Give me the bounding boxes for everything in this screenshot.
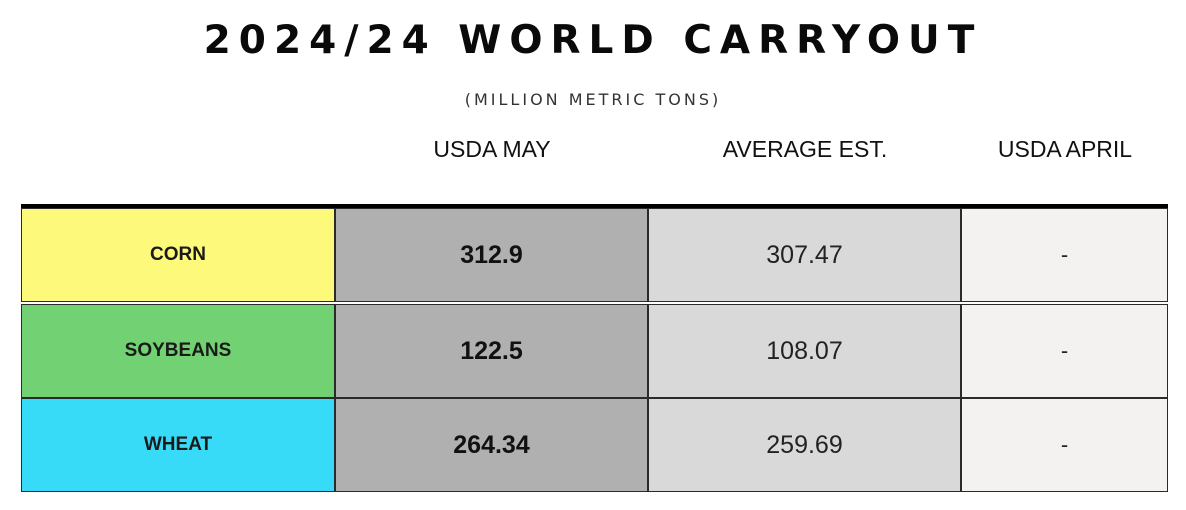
average-est-value: 307.47 (648, 208, 961, 302)
column-header-average-est: AVERAGE EST. (722, 136, 888, 162)
row-label-soybeans: SOYBEANS (21, 304, 335, 398)
column-header-usda-april: USDA APRIL (997, 136, 1133, 162)
page-title: 2024/24 WORLD CARRYOUT (203, 18, 983, 63)
table-row-soybeans: SOYBEANS 122.5 108.07 - (21, 304, 1168, 398)
average-est-value: 108.07 (648, 304, 961, 398)
average-est-value: 259.69 (648, 398, 961, 492)
row-label-corn: CORN (21, 208, 335, 302)
column-header-usda-may: USDA MAY (433, 136, 551, 162)
usda-may-value: 264.34 (335, 398, 648, 492)
row-label-wheat: WHEAT (21, 398, 335, 492)
usda-april-value: - (961, 208, 1168, 302)
table-row-wheat: WHEAT 264.34 259.69 - (21, 398, 1168, 492)
page-subtitle: (MILLION METRIC TONS) (464, 90, 722, 109)
usda-april-value: - (961, 304, 1168, 398)
table-row-corn: CORN 312.9 307.47 - (21, 208, 1168, 302)
usda-april-value: - (961, 398, 1168, 492)
usda-may-value: 312.9 (335, 208, 648, 302)
carryout-table: CORN 312.9 307.47 - SOYBEANS 122.5 108.0… (21, 204, 1168, 492)
usda-may-value: 122.5 (335, 304, 648, 398)
